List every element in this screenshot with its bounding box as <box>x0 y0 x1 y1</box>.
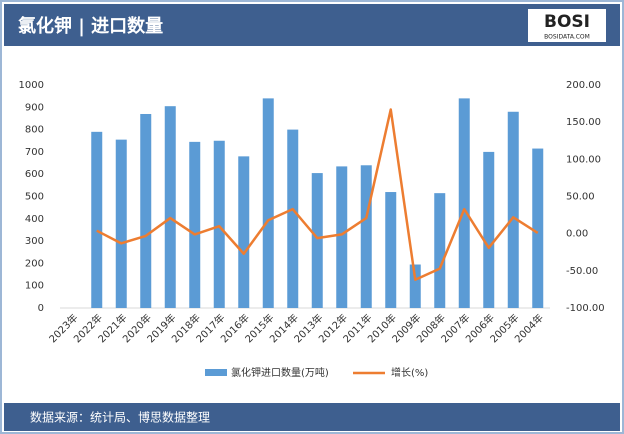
y2-tick-label: 0.00 <box>566 229 588 240</box>
legend-swatch <box>205 369 227 376</box>
y-tick-label: 700 <box>25 147 44 158</box>
bar <box>483 151 495 308</box>
y-tick-label: 1000 <box>19 80 44 91</box>
bar <box>213 140 225 308</box>
bar <box>434 193 446 308</box>
y-tick-label: 0 <box>38 303 44 314</box>
y-tick-label: 800 <box>25 125 44 136</box>
line <box>96 108 539 282</box>
y2-tick-label: -100.00 <box>566 303 605 314</box>
bar <box>91 131 103 308</box>
header-bar <box>4 4 620 46</box>
bar <box>532 148 544 308</box>
bar <box>458 98 470 308</box>
bar <box>507 111 519 308</box>
bar <box>262 98 274 308</box>
y-tick-label: 200 <box>25 258 44 269</box>
footer-bar <box>4 403 620 431</box>
chart-title: 氯化钾 | 进口数量 <box>18 15 163 37</box>
y2-tick-label: 150.00 <box>566 117 601 128</box>
bar <box>311 173 323 308</box>
y-tick-label: 500 <box>25 192 44 203</box>
bar <box>336 166 348 308</box>
source: 数据来源：统计局、博思数据整理 <box>30 410 210 425</box>
y2-tick-label: 100.00 <box>566 154 601 165</box>
y2-tick-label: 50.00 <box>566 192 595 203</box>
y-tick-label: 900 <box>25 102 44 113</box>
bar <box>189 141 201 308</box>
logo-text: BOSI <box>544 12 590 32</box>
bar <box>164 106 176 308</box>
legend-label: 氯化钾进口数量(万吨) <box>231 366 329 379</box>
y-tick-label: 400 <box>25 214 44 225</box>
y2-tick-label: -50.00 <box>566 266 598 277</box>
bar <box>238 156 250 308</box>
legend-label: 增长(%) <box>391 366 428 379</box>
y-tick-label: 600 <box>25 169 44 180</box>
logo-url: BOSIDATA.COM <box>544 34 590 41</box>
bar <box>115 139 127 308</box>
legend: 氯化钾进口数量(万吨) 增长(%) <box>205 366 428 379</box>
logo-box <box>528 9 606 42</box>
bar <box>140 113 152 309</box>
bar <box>287 129 299 308</box>
y-tick-label: 300 <box>25 236 44 247</box>
bar <box>385 192 397 308</box>
y-tick-label: 100 <box>25 281 44 292</box>
bar <box>409 264 421 308</box>
y2-tick-label: 200.00 <box>566 80 601 91</box>
bar <box>360 165 372 308</box>
